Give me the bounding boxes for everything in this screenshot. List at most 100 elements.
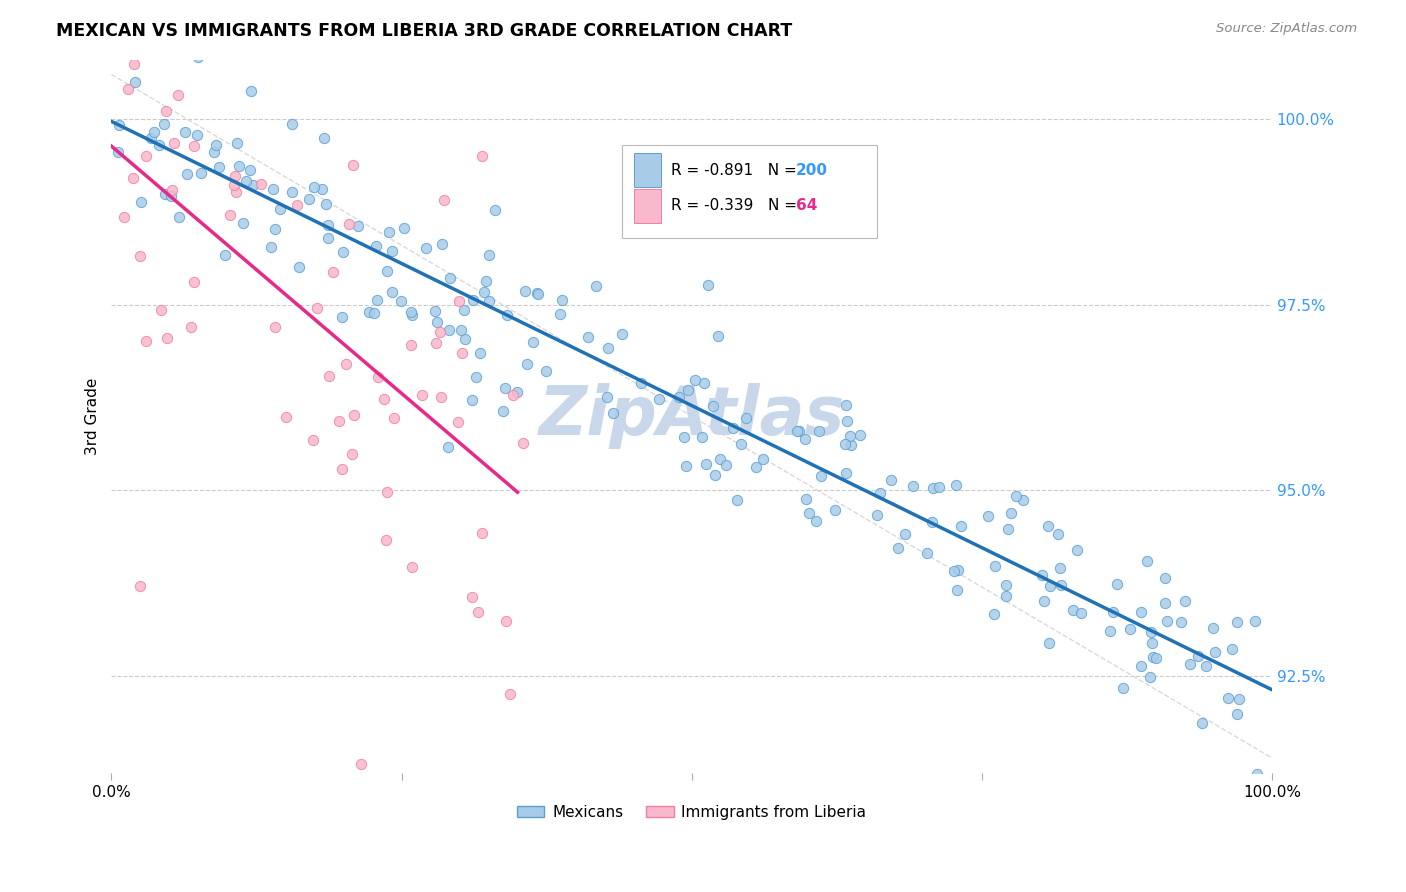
Point <box>1226 615 1249 629</box>
Point <box>311 182 333 196</box>
Point <box>108 118 131 132</box>
Point <box>596 390 619 404</box>
Point <box>1244 614 1267 628</box>
Point <box>824 503 846 517</box>
Point <box>1204 645 1226 659</box>
Text: R = -0.891   N =: R = -0.891 N = <box>671 162 801 178</box>
Point <box>411 388 433 402</box>
Point <box>787 424 810 438</box>
Point <box>995 590 1018 604</box>
Point <box>849 427 872 442</box>
Point <box>1218 691 1240 706</box>
Point <box>285 198 308 212</box>
Point <box>461 591 484 605</box>
Point <box>946 563 969 577</box>
Point <box>515 284 537 298</box>
Point <box>378 225 401 239</box>
Point <box>1154 596 1177 610</box>
Point <box>366 293 388 308</box>
Point <box>120 28 142 42</box>
Point <box>425 335 447 350</box>
Text: Source: ZipAtlas.com: Source: ZipAtlas.com <box>1216 22 1357 36</box>
Point <box>298 193 321 207</box>
Point <box>807 425 830 439</box>
Point <box>454 332 477 346</box>
Point <box>1142 650 1164 665</box>
Point <box>235 174 257 188</box>
Point <box>343 408 366 422</box>
Point <box>1130 658 1153 673</box>
Point <box>467 605 489 619</box>
Point <box>367 370 389 384</box>
Point <box>894 527 917 541</box>
Point <box>709 452 731 467</box>
Point <box>128 249 150 263</box>
Point <box>429 326 451 340</box>
Point <box>166 87 188 102</box>
Point <box>866 508 889 522</box>
Point <box>1046 527 1069 541</box>
Point <box>415 241 437 255</box>
Point <box>702 399 724 413</box>
Point <box>1140 624 1163 639</box>
Point <box>1195 659 1218 673</box>
Point <box>1102 605 1125 619</box>
Point <box>1070 606 1092 620</box>
Point <box>124 57 146 71</box>
Point <box>707 329 730 343</box>
Point <box>453 303 475 318</box>
Point <box>183 139 205 153</box>
Point <box>922 481 945 495</box>
Point <box>1173 594 1195 608</box>
Point <box>1038 519 1060 533</box>
Point <box>494 381 516 395</box>
Point <box>426 315 449 329</box>
Point <box>316 231 339 245</box>
Point <box>1129 605 1152 619</box>
Point <box>612 326 634 341</box>
Point <box>797 506 820 520</box>
Point <box>222 178 245 193</box>
Point <box>734 410 756 425</box>
Point <box>263 320 285 334</box>
Point <box>752 452 775 467</box>
Point <box>436 440 458 454</box>
Point <box>949 518 972 533</box>
Point <box>527 287 550 301</box>
Point <box>135 334 157 348</box>
Point <box>401 560 423 574</box>
Point <box>447 293 470 308</box>
Point <box>363 306 385 320</box>
Point <box>786 425 808 439</box>
Point <box>315 196 337 211</box>
Point <box>307 301 329 315</box>
Point <box>695 457 717 471</box>
Point <box>430 390 453 404</box>
Point <box>522 334 544 349</box>
Point <box>364 238 387 252</box>
Point <box>381 244 404 259</box>
Point <box>1062 602 1084 616</box>
Point <box>167 210 190 224</box>
Point <box>834 437 856 451</box>
Point <box>342 158 364 172</box>
Point <box>673 430 696 444</box>
Point <box>512 436 534 450</box>
Point <box>683 373 706 387</box>
Point <box>160 188 183 202</box>
Point <box>492 404 515 418</box>
Point <box>463 293 485 307</box>
Point <box>160 183 183 197</box>
Point <box>585 278 607 293</box>
Point <box>283 32 305 46</box>
Point <box>318 368 340 383</box>
Point <box>1112 681 1135 695</box>
Point <box>869 486 891 500</box>
Point <box>450 323 472 337</box>
Y-axis label: 3rd Grade: 3rd Grade <box>86 377 100 455</box>
Point <box>1180 657 1202 671</box>
Point <box>1066 542 1088 557</box>
Point <box>190 166 212 180</box>
Point <box>180 319 202 334</box>
Point <box>350 756 373 771</box>
